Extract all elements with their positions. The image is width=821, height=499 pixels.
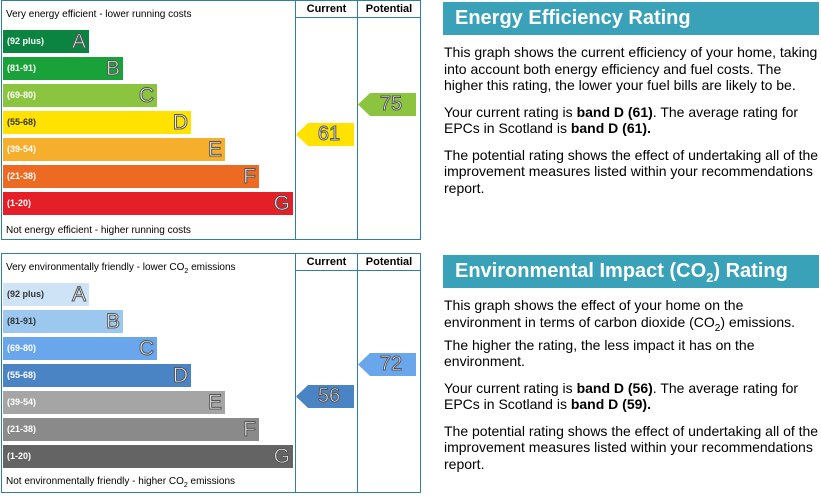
energy-rating-description: This graph shows the current efficiency … — [444, 44, 819, 206]
band-bar-f: (21-38) F — [3, 165, 259, 189]
band-bar-d: (55-68) D — [3, 364, 191, 388]
band-range-label: (1-20) — [7, 451, 32, 461]
current-column-header: Current — [306, 3, 347, 15]
divider — [295, 17, 421, 18]
band-bar-g: (1-20) G — [3, 445, 293, 469]
potential-rating-arrow: 72 — [358, 353, 416, 376]
divider — [357, 253, 358, 493]
chart-bottom-caption: Not environmentally friendly - higher CO… — [6, 476, 236, 489]
band-letter: B — [105, 310, 120, 334]
band-range-label: (69-80) — [7, 90, 37, 100]
potential-rating-arrow: 75 — [358, 93, 416, 116]
environment-para-2: Your current rating is band D (56). The … — [444, 379, 799, 413]
band-bar-e: (39-54) E — [3, 138, 225, 162]
band-letter: D — [172, 364, 188, 388]
band-letter: G — [273, 192, 290, 216]
band-letter: A — [71, 30, 86, 54]
current-rating-arrow: 61 — [296, 123, 354, 146]
potential-column-header: Potential — [365, 3, 413, 15]
band-letter: B — [105, 57, 120, 81]
band-bar-g: (1-20) G — [3, 192, 293, 216]
potential-rating-value: 75 — [379, 93, 403, 116]
energy-para-1: This graph shows the current efficiency … — [444, 44, 818, 93]
current-rating-value: 56 — [317, 385, 341, 408]
band-range-label: (39-54) — [7, 144, 37, 154]
band-range-label: (21-38) — [7, 171, 37, 181]
divider — [295, 253, 296, 493]
band-letter: F — [243, 418, 257, 442]
environment-para-3: The potential rating shows the effect of… — [444, 422, 819, 472]
energy-para-2: Your current rating is band D (61). The … — [444, 103, 799, 137]
potential-rating-value: 72 — [379, 353, 403, 376]
band-bar-d: (55-68) D — [3, 111, 191, 135]
band-letter: G — [273, 445, 290, 469]
band-bar-b: (81-91) B — [3, 57, 123, 81]
band-range-label: (39-54) — [7, 397, 37, 407]
band-bar-e: (39-54) E — [3, 391, 225, 415]
band-bar-b: (81-91) B — [3, 310, 123, 334]
current-column-header: Current — [306, 256, 347, 268]
band-bar-a: (92 plus) A — [3, 283, 89, 307]
band-range-label: (1-20) — [7, 198, 32, 208]
band-bar-f: (21-38) F — [3, 418, 259, 442]
energy-para-3: The potential rating shows the effect of… — [444, 146, 819, 196]
environmental-impact-chart: Current Potential Very environmentally f… — [0, 253, 421, 493]
potential-column-header: Potential — [365, 256, 413, 268]
band-range-label: (92 plus) — [7, 36, 45, 46]
band-letter: C — [138, 337, 154, 361]
chart-bottom-caption: Not energy efficient - higher running co… — [6, 225, 191, 236]
band-letter: F — [243, 165, 257, 189]
chart-top-caption: Very environmentally friendly - lower CO… — [6, 262, 236, 275]
current-rating-arrow: 56 — [296, 385, 354, 408]
divider — [295, 270, 421, 271]
band-range-label: (21-38) — [7, 424, 37, 434]
band-letter: A — [71, 283, 86, 307]
environment-para-1: This graph shows the effect of your home… — [444, 297, 796, 370]
band-range-label: (55-68) — [7, 370, 37, 380]
environmental-impact-title: Environmental Impact (CO2) Rating — [443, 255, 819, 288]
band-letter: E — [207, 391, 222, 415]
energy-rating-chart: Current Potential Very energy efficient … — [0, 0, 421, 240]
environmental-impact-description: This graph shows the effect of your home… — [444, 297, 819, 482]
band-bar-c: (69-80) C — [3, 84, 157, 108]
current-rating-value: 61 — [317, 123, 341, 146]
band-letter: C — [138, 84, 154, 108]
divider — [295, 0, 296, 240]
band-range-label: (55-68) — [7, 117, 37, 127]
band-range-label: (81-91) — [7, 63, 37, 73]
band-letter: D — [172, 111, 188, 135]
chart-top-caption: Very energy efficient - lower running co… — [6, 9, 192, 20]
energy-rating-title: Energy Efficiency Rating — [443, 2, 819, 35]
band-range-label: (92 plus) — [7, 289, 45, 299]
band-range-label: (69-80) — [7, 343, 37, 353]
chart-frame — [1, 0, 421, 240]
band-letter: E — [207, 138, 222, 162]
band-range-label: (81-91) — [7, 316, 37, 326]
divider — [357, 0, 358, 240]
chart-frame — [1, 253, 421, 493]
band-bar-c: (69-80) C — [3, 337, 157, 361]
band-bar-a: (92 plus) A — [3, 30, 89, 54]
